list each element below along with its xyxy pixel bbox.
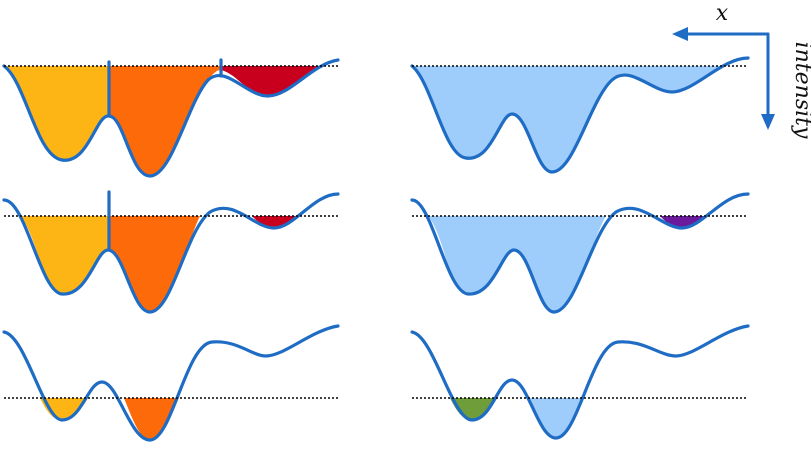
panel-right-middle bbox=[410, 192, 750, 314]
profile-curve bbox=[2, 192, 340, 314]
profile-curve bbox=[410, 56, 750, 174]
basin-1-fill bbox=[4, 66, 108, 161]
axes-indicator: x intensity bbox=[672, 1, 811, 139]
profile-curve bbox=[410, 192, 750, 314]
x-axis-arrowhead bbox=[672, 27, 688, 41]
region-fill bbox=[428, 216, 606, 312]
basin-2-fill bbox=[108, 66, 220, 176]
panel-left-top bbox=[2, 58, 340, 178]
basin-1-fill bbox=[20, 216, 108, 295]
basin-3-fill bbox=[220, 66, 320, 96]
basin-2-fill bbox=[108, 216, 200, 312]
y-axis-arrowhead bbox=[761, 114, 775, 130]
profile-curve bbox=[410, 324, 750, 440]
y-axis-label: intensity bbox=[790, 42, 811, 139]
region-fill bbox=[412, 66, 726, 172]
panel-right-bottom bbox=[410, 324, 750, 440]
panel-right-top bbox=[410, 56, 750, 174]
panel-left-bottom bbox=[2, 324, 340, 442]
x-axis-label: x bbox=[716, 1, 729, 26]
profile-curve bbox=[2, 324, 340, 442]
profile-curve bbox=[2, 58, 340, 178]
panel-left-middle bbox=[2, 190, 340, 314]
